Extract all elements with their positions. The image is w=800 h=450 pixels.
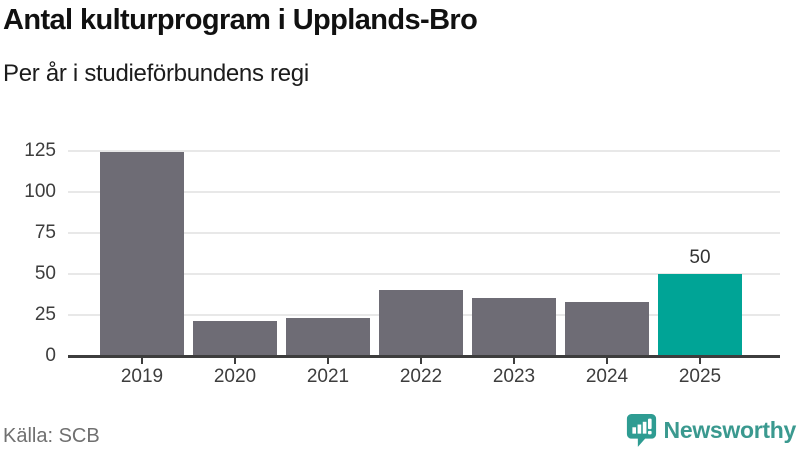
y-axis-label: 50 xyxy=(34,262,56,284)
chart-title: Antal kulturprogram i Upplands-Bro xyxy=(3,4,478,36)
y-axis-label: 100 xyxy=(24,180,56,202)
x-axis-tick xyxy=(513,358,515,364)
x-axis-tick xyxy=(420,358,422,364)
bar-2023 xyxy=(472,298,556,356)
gridline-100 xyxy=(68,190,780,193)
newsworthy-logo-text: Newsworthy xyxy=(663,416,797,443)
bar-2021 xyxy=(286,318,370,356)
gridline-75 xyxy=(68,231,780,234)
x-axis-label: 2019 xyxy=(120,366,164,387)
bar-2019 xyxy=(100,152,184,356)
x-axis-label: 2022 xyxy=(399,366,443,387)
x-axis-label: 2020 xyxy=(213,366,257,387)
newsworthy-logo[interactable]: Newsworthy xyxy=(626,413,796,447)
y-axis-label: 25 xyxy=(34,303,56,325)
y-axis-label: 125 xyxy=(24,139,56,161)
axis-baseline xyxy=(68,355,780,358)
chart-subtitle: Per år i studieförbundens regi xyxy=(3,60,309,87)
x-axis-tick xyxy=(141,358,143,364)
x-axis-tick xyxy=(327,358,329,364)
source-label: Källa: SCB xyxy=(3,425,100,447)
x-axis-label: 2025 xyxy=(678,366,722,387)
x-axis-tick xyxy=(699,358,701,364)
bar-2024 xyxy=(565,301,649,356)
x-axis-tick xyxy=(606,358,608,364)
gridline-50 xyxy=(68,272,780,275)
newsworthy-logo-icon xyxy=(626,413,657,447)
gridline-125 xyxy=(68,149,780,152)
x-axis-tick xyxy=(234,358,236,364)
y-axis-label: 75 xyxy=(34,221,56,243)
bar-value-label: 50 xyxy=(689,246,711,268)
x-axis-label: 2024 xyxy=(585,366,629,387)
y-axis-label: 0 xyxy=(45,345,56,366)
bar-2025 xyxy=(658,273,742,356)
x-axis-label: 2023 xyxy=(492,366,536,387)
bar-2022 xyxy=(379,290,463,356)
x-axis-label: 2021 xyxy=(306,366,350,387)
bar-2020 xyxy=(193,321,277,356)
